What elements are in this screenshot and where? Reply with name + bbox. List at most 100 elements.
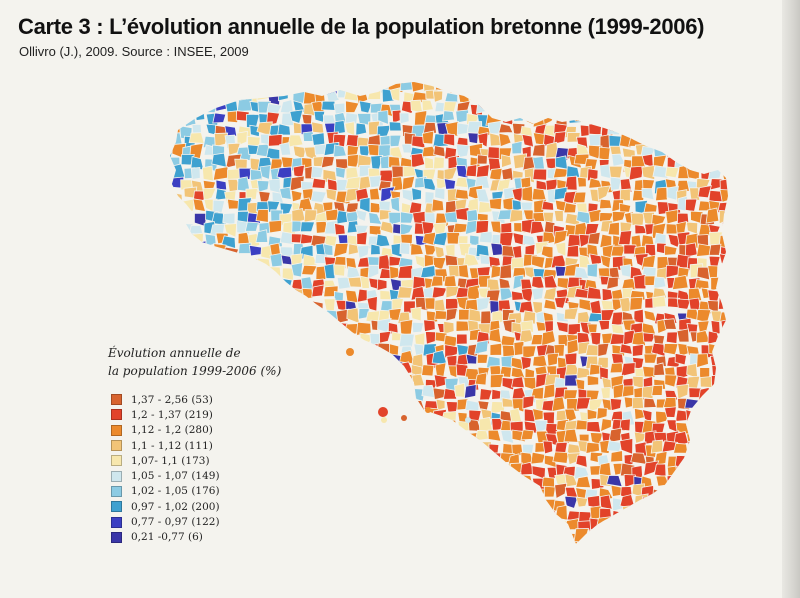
commune-cell (322, 399, 336, 414)
commune-cell (311, 284, 325, 298)
commune-cell (488, 327, 502, 344)
commune-cell (256, 180, 270, 193)
commune-cell (432, 476, 447, 490)
commune-cell (180, 233, 196, 250)
commune-cell (667, 134, 682, 148)
commune-cell (531, 555, 544, 568)
commune-cell (577, 102, 589, 119)
commune-cell (313, 110, 326, 123)
commune-cell (718, 89, 728, 104)
commune-cell (609, 176, 622, 191)
commune-cell (399, 242, 411, 255)
commune-cell (425, 507, 440, 524)
map-legend: Évolution annuelle de la population 1999… (108, 344, 308, 545)
commune-cell (423, 529, 440, 544)
commune-cell (610, 450, 624, 463)
commune-cell (532, 354, 548, 368)
commune-cell (678, 90, 693, 103)
commune-cell (238, 268, 252, 280)
commune-cell (478, 230, 494, 244)
commune-cell (577, 549, 588, 562)
commune-cell (313, 443, 328, 458)
commune-cell (664, 125, 679, 140)
commune-cell (706, 146, 719, 160)
commune-cell (641, 542, 656, 544)
commune-cell (531, 187, 547, 201)
commune-cell (370, 508, 383, 520)
commune-cell (420, 432, 436, 446)
commune-cell (354, 452, 370, 466)
commune-cell (323, 385, 337, 398)
commune-cell (378, 509, 393, 521)
commune-cell (424, 452, 437, 466)
commune-cell (597, 342, 610, 358)
commune-cell (456, 485, 469, 497)
commune-cell (541, 200, 555, 211)
commune-cell (368, 225, 382, 236)
commune-cell (708, 499, 723, 513)
commune-cell (666, 100, 682, 114)
commune-cell (509, 519, 523, 531)
commune-cell (597, 82, 611, 92)
commune-cell (686, 362, 699, 379)
commune-cell (423, 319, 436, 333)
commune-cell (268, 219, 283, 234)
commune-cell (191, 264, 204, 278)
commune-cell (544, 554, 556, 567)
commune-cell (299, 310, 315, 325)
commune-cell (356, 321, 372, 336)
commune-cell (642, 365, 656, 378)
commune-cell (444, 506, 462, 518)
commune-cell (336, 276, 351, 290)
commune-cell (400, 211, 415, 224)
commune-cell (708, 92, 722, 103)
commune-cell (335, 166, 346, 179)
commune-cell (631, 396, 644, 410)
commune-cell (664, 406, 677, 418)
commune-cell (325, 188, 338, 202)
commune-cell (501, 154, 512, 169)
commune-cell (201, 91, 215, 106)
commune-cell (632, 540, 647, 544)
commune-cell (631, 89, 647, 106)
commune-cell (443, 419, 457, 433)
commune-cell (543, 298, 557, 311)
commune-cell (333, 242, 349, 258)
commune-cell (257, 278, 272, 295)
commune-cell (574, 109, 588, 123)
commune-cell (674, 143, 688, 155)
commune-cell (534, 102, 549, 118)
commune-cell (380, 555, 393, 567)
commune-cell (238, 553, 250, 567)
commune-cell (530, 488, 546, 502)
commune-cell (523, 508, 537, 523)
commune-cell (510, 99, 524, 112)
commune-cell (512, 108, 526, 122)
commune-cell (190, 275, 206, 288)
commune-cell (476, 353, 489, 364)
commune-cell (260, 285, 275, 300)
commune-cell (354, 516, 370, 533)
commune-cell (201, 322, 219, 337)
commune-cell (423, 443, 438, 458)
commune-cell (324, 555, 337, 567)
commune-cell (556, 539, 568, 544)
commune-cell (358, 537, 373, 544)
commune-cell (201, 331, 217, 346)
commune-cell (377, 530, 393, 544)
commune-cell (267, 554, 280, 566)
commune-cell (480, 518, 491, 532)
commune-cell (497, 528, 510, 542)
commune-cell (685, 82, 699, 92)
commune-cell (621, 505, 636, 520)
commune-cell (663, 82, 678, 91)
commune-cell (212, 112, 227, 124)
commune-cell (553, 210, 564, 223)
commune-cell (666, 474, 680, 490)
commune-cell (696, 493, 708, 509)
commune-cell (710, 276, 724, 292)
commune-cell (733, 389, 744, 401)
commune-cell (480, 310, 492, 325)
commune-cell (455, 541, 466, 544)
commune-cell (442, 388, 458, 400)
